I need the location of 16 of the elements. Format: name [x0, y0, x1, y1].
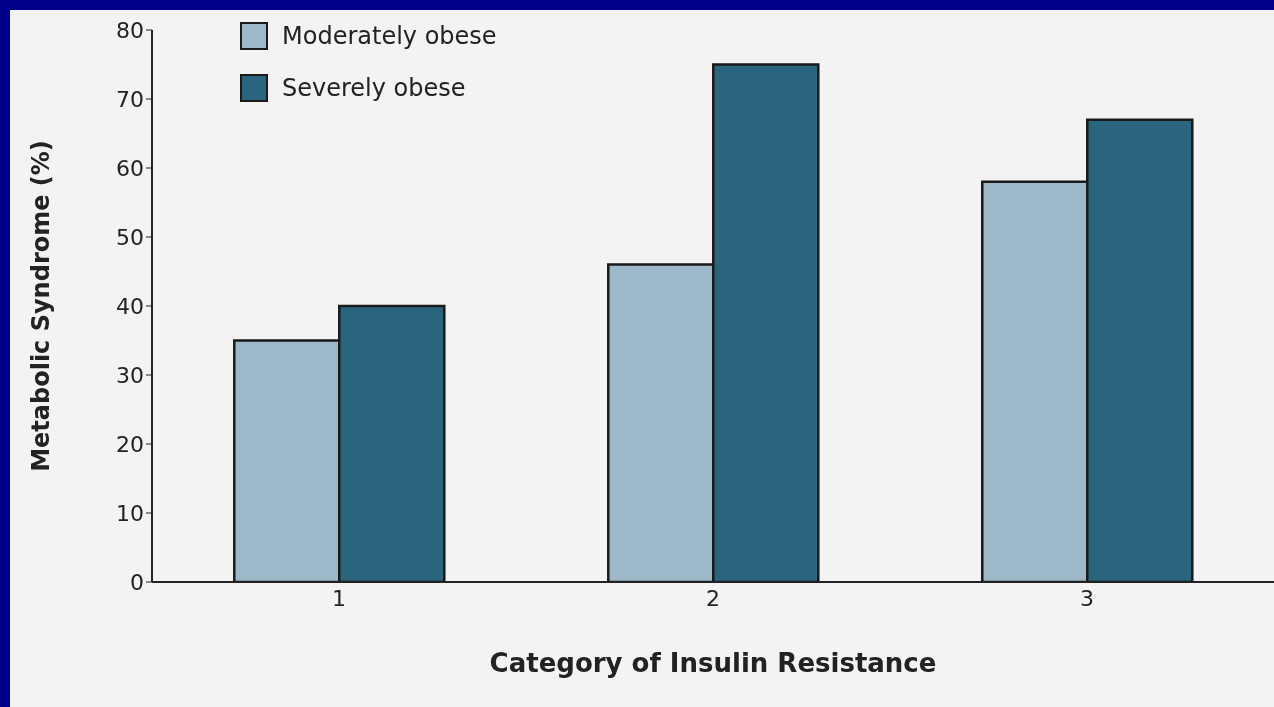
- x-tick-label: 2: [706, 585, 720, 611]
- y-axis-title: Metabolic Syndrome (%): [26, 140, 55, 472]
- y-tick-label: 70: [116, 86, 144, 112]
- legend-label: Severely obese: [282, 73, 466, 104]
- y-tick-label: 20: [116, 431, 144, 457]
- legend-label: Moderately obese: [282, 21, 497, 52]
- x-axis-title: Category of Insulin Resistance: [489, 648, 937, 678]
- x-tick-label: 1: [332, 585, 346, 611]
- y-tick-label: 0: [130, 569, 144, 595]
- x-tick-label: 3: [1080, 585, 1094, 611]
- y-tick-label: 50: [116, 224, 144, 250]
- y-tick-label: 10: [116, 500, 144, 526]
- y-tick-label: 80: [116, 17, 144, 43]
- y-tick-label: 40: [116, 293, 144, 319]
- y-tick-label: 60: [116, 155, 144, 181]
- y-tick-label: 30: [116, 362, 144, 388]
